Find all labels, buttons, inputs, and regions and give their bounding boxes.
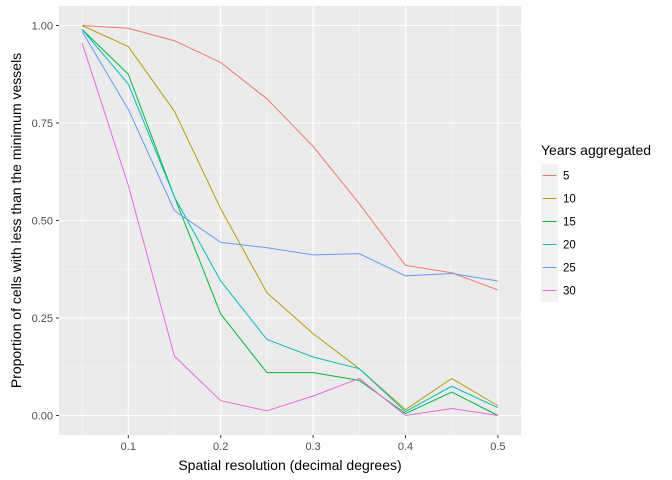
y-axis-title: Proportion of cells with less than the m… (8, 53, 24, 388)
y-tick-label: 0.00 (32, 411, 53, 423)
legend: Years aggregated 5 10 15 20 25 30 (541, 142, 651, 302)
x-tick-label: 0.5 (490, 441, 505, 453)
series-line-15 (81, 29, 499, 416)
legend-label-25: 25 (563, 263, 576, 275)
series-line-25 (81, 31, 498, 282)
x-tick-label: 0.2 (213, 441, 228, 453)
series-line-5 (82, 25, 499, 291)
legend-label-30: 30 (563, 286, 576, 298)
series-line-20 (81, 29, 499, 413)
y-tick-label: 0.75 (32, 118, 53, 130)
legend-label-10: 10 (563, 194, 576, 206)
legend-items: 5 10 15 20 25 30 (541, 164, 576, 302)
x-axis: 0.1 0.2 0.3 0.4 0.5 (121, 435, 506, 453)
series-line-10 (81, 25, 499, 411)
legend-label-15: 15 (563, 217, 576, 229)
x-axis-title: Spatial resolution (decimal degrees) (178, 457, 401, 473)
legend-label-20: 20 (563, 240, 576, 252)
series-lines (81, 25, 499, 416)
x-tick-label: 0.3 (305, 441, 320, 453)
x-tick-label: 0.4 (398, 441, 413, 453)
y-tick-label: 1.00 (32, 21, 53, 33)
legend-title: Years aggregated (541, 142, 651, 158)
x-tick-label: 0.1 (121, 441, 136, 453)
major-gridlines (59, 6, 521, 435)
series-line-30 (81, 42, 498, 416)
legend-label-5: 5 (563, 171, 569, 183)
y-tick-label: 0.25 (32, 313, 53, 325)
y-axis: 0.00 0.25 0.50 0.75 1.00 (32, 21, 59, 423)
y-tick-label: 0.50 (32, 216, 53, 228)
